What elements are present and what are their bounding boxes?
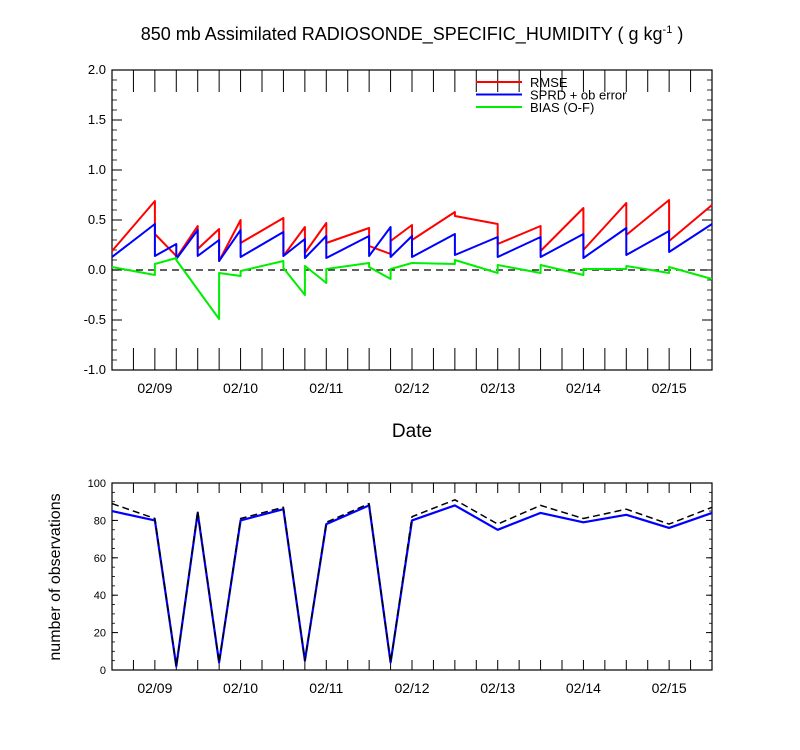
y-tick-label: 1.0 [88, 162, 106, 177]
y-tick-label: -0.5 [84, 312, 106, 327]
plot-frame [111, 482, 713, 671]
x-tick-label: 02/15 [652, 380, 687, 396]
legend-label: BIAS (O-F) [530, 100, 594, 115]
legend-label: RMSE [530, 75, 568, 90]
y-tick-label: 1.5 [88, 112, 106, 127]
top-chart: 2.0 1.5 1.0 0.5 0.0 -0.5 -1.0 02/09 02/10 02/11 02… [84, 62, 713, 396]
x-tick-label: 02/09 [137, 380, 172, 396]
y-tick-label: 100 [88, 478, 106, 490]
series-line-assimilated [111, 504, 713, 668]
y-tick-label: 0.0 [88, 262, 106, 277]
y-axis-title-observations: number of observations [47, 493, 64, 660]
x-tick-label: 02/12 [394, 380, 429, 396]
x-tick-label: 02/10 [223, 680, 258, 696]
bottom-chart: 100 80 60 40 20 0 02/09 02/10 02/11 02/12 02/13 02/… [88, 478, 713, 696]
plot-frame [111, 69, 713, 371]
series-line-sprd-ob-error [111, 223, 713, 262]
y-tick-label: 20 [94, 628, 106, 640]
x-axis-title: Date [392, 421, 432, 442]
legend-label: SPRD + ob error [530, 88, 627, 103]
x-tick-label: 02/11 [309, 680, 343, 696]
x-tick-label: 02/15 [652, 680, 687, 696]
y-tick-label: 0 [100, 665, 106, 677]
y-tick-label: 80 [94, 515, 106, 527]
x-tick-label: 02/13 [480, 680, 515, 696]
y-tick-label: -1.0 [84, 362, 106, 377]
series-line-possible [111, 499, 713, 668]
x-tick-label: 02/13 [480, 380, 515, 396]
y-tick-label: 0.5 [88, 212, 106, 227]
series-line-bias-o-f [111, 257, 713, 320]
x-tick-label: 02/14 [566, 680, 601, 696]
y-tick-label: 40 [94, 590, 106, 602]
y-tick-label: 2.0 [88, 62, 106, 77]
x-tick-label: 02/14 [566, 380, 601, 396]
x-tick-label: 02/11 [309, 380, 343, 396]
chart-title: 850 mb Assimilated RADIOSONDE_SPECIFIC_H… [141, 24, 684, 45]
x-tick-label: 02/09 [137, 680, 172, 696]
x-tick-label: 02/12 [394, 680, 429, 696]
y-tick-label: 60 [94, 553, 106, 565]
x-tick-label: 02/10 [223, 380, 258, 396]
